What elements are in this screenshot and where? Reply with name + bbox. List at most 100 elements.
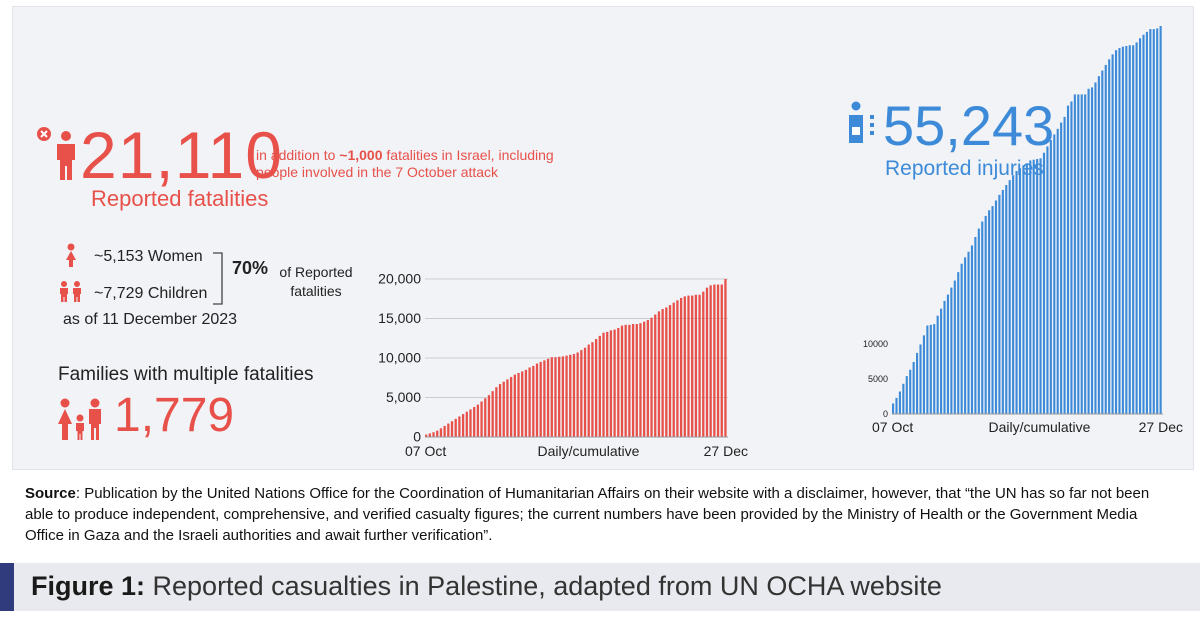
- bar: [543, 360, 546, 437]
- bar: [450, 421, 454, 437]
- family-icon: [58, 398, 101, 440]
- bar: [639, 323, 642, 437]
- bar: [984, 215, 987, 414]
- fatalities-note: in addition to ~1,000 fatalities in Isra…: [256, 147, 586, 181]
- bar: [1029, 160, 1032, 414]
- y-tick-label: 10,000: [378, 350, 421, 366]
- bar: [554, 357, 557, 437]
- bar: [1001, 189, 1004, 414]
- bar: [469, 409, 472, 437]
- bar: [1125, 45, 1128, 415]
- bar: [498, 384, 502, 437]
- bar: [480, 401, 483, 437]
- y-tick-label: 5000: [868, 374, 888, 384]
- bar: [1159, 26, 1162, 414]
- bar: [1108, 59, 1111, 414]
- bar: [1070, 101, 1073, 414]
- bar: [565, 355, 568, 437]
- bar: [620, 325, 624, 437]
- fatality-person-icon: [37, 127, 75, 180]
- bar: [1104, 64, 1107, 414]
- bar: [650, 317, 653, 437]
- bar: [1135, 42, 1138, 415]
- bar: [950, 287, 953, 414]
- bar: [609, 330, 613, 437]
- bar: [716, 284, 720, 437]
- bar: [1152, 29, 1155, 414]
- bar: [635, 324, 638, 437]
- figure-accent: [0, 563, 14, 611]
- bar: [922, 335, 926, 414]
- bar: [1077, 94, 1080, 414]
- y-tick-label: 5,000: [386, 389, 421, 405]
- x-axis-title: Daily/cumulative: [989, 419, 1091, 435]
- bar: [1012, 175, 1015, 414]
- x-tick-label: 07 Oct: [872, 419, 913, 435]
- source-note: Source: Publication by the United Nation…: [25, 483, 1175, 546]
- bar: [705, 287, 709, 437]
- bar: [892, 403, 895, 414]
- bracket-divider: [213, 252, 223, 305]
- bar: [657, 311, 661, 437]
- bar: [580, 350, 583, 437]
- bar: [447, 423, 450, 437]
- bar: [957, 272, 960, 414]
- bar: [576, 352, 579, 437]
- bar: [502, 381, 505, 437]
- children-count: ~7,729 Children: [94, 285, 208, 302]
- bar: [558, 356, 561, 437]
- bar: [1036, 159, 1039, 414]
- bar: [1056, 128, 1059, 414]
- bar: [687, 295, 690, 437]
- bar: [1073, 94, 1076, 414]
- bar: [1053, 134, 1056, 414]
- bar: [661, 309, 664, 437]
- bar: [694, 294, 698, 437]
- bar: [1046, 146, 1049, 414]
- bar: [443, 425, 446, 437]
- bar: [676, 300, 679, 437]
- bar: [1084, 94, 1087, 414]
- bar: [1042, 152, 1046, 414]
- bar: [454, 418, 457, 437]
- bar: [909, 369, 912, 414]
- bar: [713, 284, 716, 437]
- bar: [532, 365, 535, 437]
- x-tick-label: 07 Oct: [405, 443, 446, 459]
- figure-caption-text: Reported casualties in Palestine, adapte…: [145, 571, 942, 601]
- bar: [991, 206, 994, 414]
- bar: [598, 335, 601, 437]
- bar: [487, 395, 491, 437]
- bar: [905, 376, 908, 414]
- bar: [1094, 82, 1097, 415]
- bar: [679, 297, 683, 437]
- bar: [898, 391, 901, 414]
- fatalities-chart: 0 5,000 10,000 15,000 20,000 07 Oct Daily/cumu…: [378, 271, 748, 459]
- bar: [506, 379, 509, 437]
- x-axis-title: Daily/cumulative: [538, 443, 640, 459]
- bar: [974, 237, 977, 414]
- source-text: : Publication by the United Nations Offi…: [25, 485, 1150, 544]
- bar: [977, 228, 980, 414]
- bar: [1121, 46, 1124, 415]
- figure-caption: Figure 1: Reported casualties in Palesti…: [31, 571, 942, 602]
- bar: [1090, 87, 1094, 414]
- bar: [1114, 50, 1118, 415]
- figure-caption-bar: Figure 1: Reported casualties in Palesti…: [0, 563, 1200, 611]
- bar: [561, 356, 565, 437]
- bar: [465, 411, 468, 437]
- bar: [1101, 70, 1104, 414]
- bar: [432, 432, 435, 437]
- bar: [1128, 45, 1131, 414]
- bar: [1156, 28, 1159, 415]
- bar: [1063, 116, 1066, 415]
- bar: [476, 404, 480, 437]
- y-tick-label: 10000: [863, 339, 888, 349]
- fatalities-number: 21,110: [80, 118, 283, 192]
- bar: [484, 398, 487, 437]
- bar: [1132, 45, 1135, 414]
- bar: [1032, 159, 1035, 414]
- injuries-number: 55,243: [883, 94, 1055, 157]
- note-prefix: in addition to: [256, 147, 340, 163]
- bar: [929, 324, 932, 414]
